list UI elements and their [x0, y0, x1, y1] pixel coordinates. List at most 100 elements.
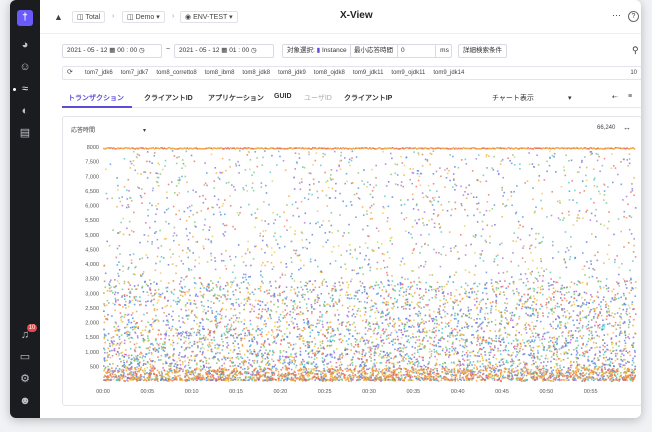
instance-tag[interactable]: tom9_ojdk11	[391, 70, 426, 76]
refresh-icon[interactable]: ⟳	[67, 69, 73, 76]
instance-tag[interactable]: tom8_ojdk8	[313, 70, 345, 76]
data-point	[417, 324, 419, 326]
more-icon[interactable]: ⋯	[612, 10, 621, 20]
bell-icon[interactable]: ♫	[20, 329, 30, 341]
data-point	[567, 379, 570, 381]
data-point	[123, 355, 126, 358]
data-point	[628, 312, 631, 315]
data-point	[567, 376, 569, 379]
data-point	[517, 359, 519, 361]
target-select[interactable]: 対象選択: ▮ Instance	[282, 44, 352, 58]
data-point	[495, 363, 497, 366]
data-point	[160, 345, 163, 348]
data-point	[613, 350, 615, 352]
data-point	[157, 319, 159, 322]
data-point	[419, 297, 421, 299]
breadcrumb-total[interactable]: ◫ Total	[72, 11, 106, 23]
data-point	[225, 298, 228, 301]
metric-select[interactable]: 応答時間 ▾	[71, 125, 146, 134]
tab-client-id[interactable]: クライアントID	[144, 95, 193, 102]
instance-tag[interactable]: tom8_ibm8	[204, 70, 235, 76]
active-tab-underline	[62, 106, 132, 108]
tab-client-ip[interactable]: クライアントIP	[344, 95, 393, 102]
tab-guid[interactable]: GUID	[274, 93, 292, 100]
data-point	[103, 349, 106, 351]
hierarchy-icon[interactable]: ▲	[54, 12, 63, 22]
settings-sliders-icon[interactable]: ≡	[628, 93, 633, 100]
instance-tag[interactable]: tom8_corretto8	[156, 70, 197, 76]
help-icon[interactable]: ?	[628, 11, 639, 22]
search-icon[interactable]: ⚲	[632, 45, 639, 55]
data-point	[551, 375, 554, 377]
data-point	[410, 286, 412, 288]
data-point	[495, 337, 497, 340]
breadcrumb-demo[interactable]: ◫ Demo ▾	[122, 11, 165, 23]
data-point	[161, 307, 164, 309]
detail-search-button[interactable]: 詳細検索条件	[458, 44, 507, 58]
user-icon[interactable]: ☺	[19, 61, 31, 73]
tab-user-id[interactable]: ユーザID	[304, 95, 332, 102]
chart-view-select[interactable]: チャート表示 ▾	[492, 93, 571, 103]
data-point	[624, 321, 626, 324]
tab-transaction[interactable]: トランザクション	[68, 95, 124, 102]
data-point	[482, 298, 484, 301]
data-point	[407, 286, 410, 288]
data-point	[172, 299, 175, 302]
instance-tag[interactable]: tom7_jdk6	[85, 70, 113, 76]
instance-tag[interactable]: tom7_jdk7	[120, 70, 149, 76]
data-point	[200, 281, 202, 284]
data-point	[353, 352, 356, 355]
data-point	[545, 370, 548, 373]
metric-label: 応答時間	[71, 128, 96, 134]
breadcrumb-env[interactable]: ◉ ENV-TEST ▾	[180, 11, 238, 23]
data-point	[303, 284, 306, 287]
dashboard-icon[interactable]: ◕	[21, 39, 29, 51]
instance-tag[interactable]: tom9_jdk14	[433, 70, 465, 76]
tab-application[interactable]: アプリケーション	[208, 95, 264, 102]
app-logo-icon[interactable]: †	[17, 10, 33, 26]
data-point	[596, 357, 599, 359]
instance-tag[interactable]: tom8_jdk9	[278, 70, 306, 76]
share-icon[interactable]: ⇠	[612, 94, 618, 101]
data-point	[362, 337, 364, 340]
data-point	[289, 332, 291, 335]
data-point	[103, 315, 106, 318]
data-point	[576, 346, 578, 349]
data-point	[146, 312, 148, 314]
chart-pie-icon[interactable]: ◐	[21, 105, 29, 117]
start-datetime-input[interactable]: 2021 - 05 - 12 ▦ 00 : 00 ◷	[62, 44, 162, 58]
data-point	[556, 302, 559, 305]
data-point	[132, 373, 135, 376]
data-point	[417, 351, 419, 353]
data-point	[173, 359, 176, 362]
data-point	[309, 371, 311, 373]
data-point	[402, 295, 405, 298]
gear-icon[interactable]: ⚙	[20, 373, 30, 385]
min-response-input[interactable]: 0	[397, 45, 433, 57]
data-point	[193, 319, 195, 322]
data-point	[617, 297, 620, 300]
data-point	[479, 365, 482, 368]
expand-icon[interactable]: ↔	[623, 123, 631, 132]
data-point	[261, 328, 263, 330]
y-tick-label: 4,500	[85, 247, 99, 253]
account-icon[interactable]: ☻	[19, 395, 31, 407]
instance-tag[interactable]: tom9_jdk11	[352, 70, 384, 76]
data-point	[603, 323, 606, 326]
instance-tag[interactable]: tom8_jdk8	[242, 70, 271, 76]
end-datetime-input[interactable]: 2021 - 05 - 12 ▦ 01 : 00 ◷	[174, 44, 274, 58]
scatter-chart[interactable]: 5001,0001,5002,0002,5003,0003,5004,0004,…	[63, 139, 641, 407]
data-point	[504, 317, 507, 319]
data-point	[416, 349, 419, 351]
data-point	[283, 375, 286, 377]
data-point	[315, 353, 317, 356]
data-point	[346, 297, 349, 299]
data-point	[498, 330, 500, 333]
data-point	[265, 325, 267, 328]
data-point	[411, 360, 414, 363]
data-point	[321, 340, 324, 342]
chat-icon[interactable]: ▭	[19, 351, 31, 363]
report-icon[interactable]: ▤	[19, 127, 31, 139]
analysis-icon[interactable]: ≈	[21, 83, 29, 95]
data-point	[202, 378, 204, 381]
